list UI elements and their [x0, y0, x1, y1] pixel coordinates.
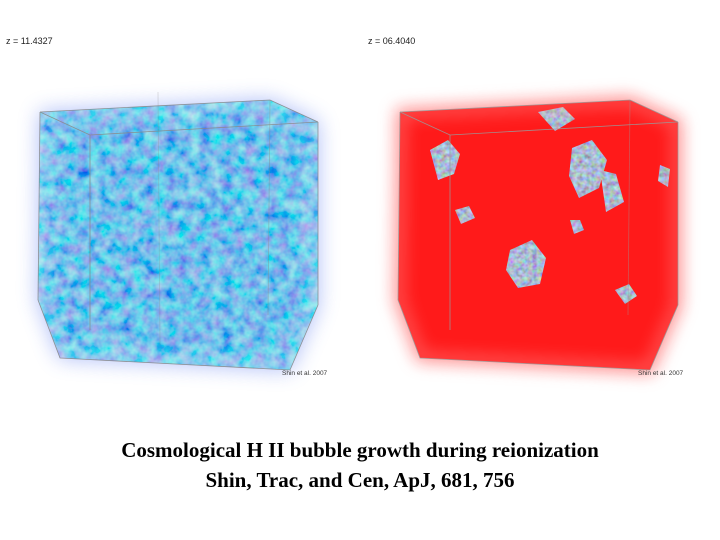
- redshift-label-left: z = 11.4327: [6, 36, 53, 46]
- caption-reference: Shin, Trac, and Cen, ApJ, 681, 756: [205, 468, 515, 492]
- ionized-hydrogen-cube: [391, 93, 684, 377]
- credit-label-left: Shin et al. 2007: [282, 370, 328, 377]
- neutral-hydrogen-cube: [30, 91, 325, 378]
- caption-title: Cosmological H II bubble growth during r…: [121, 438, 599, 462]
- credit-label-right: Shin et al. 2007: [638, 370, 684, 377]
- redshift-label-right: z = 06.4040: [368, 36, 416, 46]
- right-simulation-panel: z = 06.4040: [360, 0, 720, 400]
- left-simulation-panel: z = 11.4327: [0, 0, 360, 400]
